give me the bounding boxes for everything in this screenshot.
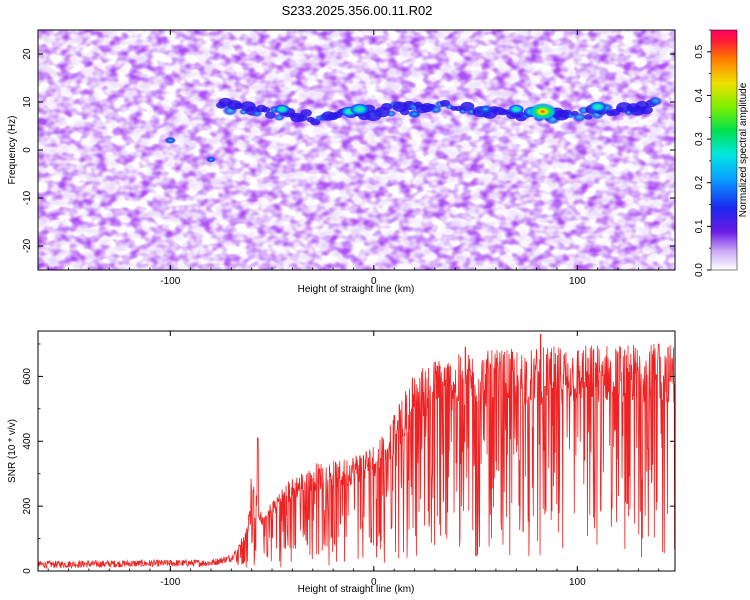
band-hotspot xyxy=(349,103,370,116)
snr-xtick-label: 100 xyxy=(569,577,586,588)
spectrogram-xtick-label: 100 xyxy=(569,276,586,287)
colorbar-tick-label: 0.1 xyxy=(694,219,705,233)
snr-panel: -100 0 100 0 200 400 600 Height of straight li… xyxy=(7,330,676,595)
band-hotspot xyxy=(528,103,557,120)
band-hotspot xyxy=(274,104,291,114)
spectrogram-ylabel: Frequency (Hz) xyxy=(7,116,18,185)
signal-band xyxy=(164,96,663,163)
spectrogram-ytick-label: -10 xyxy=(22,190,33,205)
band-blob xyxy=(571,112,587,123)
band-hotspot xyxy=(478,105,493,114)
colorbar-tick-label: 0.2 xyxy=(694,175,705,189)
colorbar-tick-label: 0.5 xyxy=(694,44,705,58)
spectrogram-ytick-label: 0 xyxy=(22,147,33,153)
colorbar-tick-label: 0.3 xyxy=(694,132,705,146)
snr-frame xyxy=(37,330,676,572)
snr-xtick-label: 0 xyxy=(371,577,377,588)
band-blob xyxy=(648,96,663,107)
snr-ytick-label: 400 xyxy=(22,432,33,449)
band-blob xyxy=(300,109,312,117)
snr-ylabel: SNR (10 * v/v) xyxy=(7,419,18,483)
snr-ytick-label: 600 xyxy=(22,368,33,385)
colorbar: 0.0 0.1 0.2 0.3 0.4 0.5 Normalized spectral a… xyxy=(694,29,749,277)
band-blob xyxy=(273,113,286,122)
snr-ytick-label: 0 xyxy=(22,568,33,574)
spectrogram-xtick-label: -100 xyxy=(160,276,180,287)
snr-ytick-label: 200 xyxy=(22,497,33,514)
spectrogram-xtick-label: 0 xyxy=(371,276,377,287)
spectrogram-ytick-label: 10 xyxy=(22,96,33,108)
band-blob xyxy=(265,111,276,119)
colorbar-label: Normalized spectral amplitude xyxy=(738,82,749,217)
spectrogram-xlabel: Height of straight line (km) xyxy=(298,284,415,295)
spectrogram-ytick-label: 20 xyxy=(22,48,33,60)
snr-xlabel: Height of straight line (km) xyxy=(298,584,415,595)
band-blob xyxy=(640,105,653,115)
band-hotspot xyxy=(508,104,525,114)
spectrogram-ytick-label: -20 xyxy=(22,238,33,253)
band-hotspot xyxy=(164,136,177,144)
band-hotspot xyxy=(407,109,422,119)
band-blob xyxy=(399,108,410,116)
snr-xtick-label: -100 xyxy=(160,577,180,588)
colorbar-gradient xyxy=(710,29,738,271)
band-blob xyxy=(261,106,271,113)
snr-series-line xyxy=(38,333,675,570)
band-hotspot xyxy=(588,101,607,113)
colorbar-tick-label: 0.4 xyxy=(694,88,705,102)
band-hotspot xyxy=(205,156,216,163)
band-blob xyxy=(386,110,397,118)
colorbar-tick-label: 0.0 xyxy=(694,263,705,277)
figure-title: S233.2025.356.00.11.R02 xyxy=(282,3,433,18)
